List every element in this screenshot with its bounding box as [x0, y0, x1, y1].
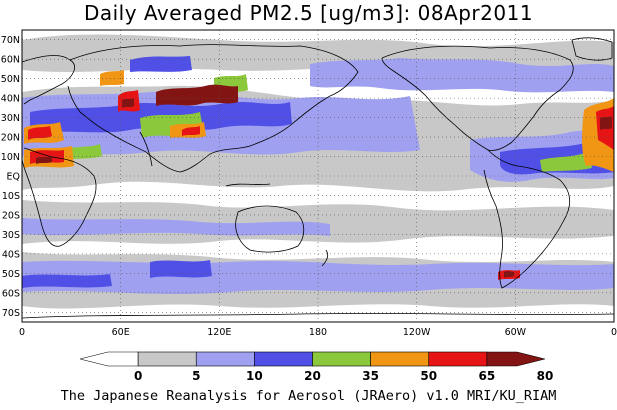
colorbar-swatch — [486, 351, 546, 367]
map-area — [21, 29, 615, 323]
colorbar-level-label: 0 — [134, 369, 142, 383]
latitude-axis: 70N 60N 50N 40N 30N 20N 10N EQ 10S 20S 30S 40S 50S 60… — [1, 35, 20, 319]
lon-tick-label: 60W — [505, 327, 527, 338]
lat-tick-label: EQ — [7, 172, 20, 183]
colorbar-swatch — [195, 351, 255, 367]
map-title: Daily Averaged PM2.5 [ug/m3]: 08Apr2011 — [83, 1, 534, 25]
graticule — [22, 30, 614, 322]
lat-tick-label: 30S — [2, 230, 20, 241]
lon-tick-label: 0 — [19, 327, 25, 338]
colorbar-level-label: 5 — [192, 369, 200, 383]
lon-tick-label: 60E — [112, 327, 130, 338]
lon-tick-label: 0 — [611, 327, 617, 338]
pm25-field — [22, 34, 614, 309]
lon-tick-label: 180 — [309, 327, 327, 338]
colorbar-swatch — [79, 351, 139, 367]
colorbar-level-label: 35 — [362, 369, 379, 383]
lat-tick-label: 20S — [2, 210, 20, 221]
lat-tick-label: 70S — [2, 308, 20, 319]
lat-tick-label: 40N — [1, 94, 20, 105]
lat-tick-label: 10N — [1, 152, 20, 163]
colorbar-swatch — [254, 351, 313, 367]
colorbar-level-label: 50 — [420, 369, 437, 383]
footer-credit: The Japanese Reanalysis for Aerosol (JRA… — [60, 388, 557, 404]
longitude-axis: 0 60E 120E 180 120W 60W 0 — [19, 327, 617, 338]
colorbar-level-label: 80 — [537, 369, 554, 383]
lon-tick-label: 120W — [403, 327, 431, 338]
map-frame — [21, 29, 615, 323]
lat-tick-label: 40S — [2, 249, 20, 260]
colorbar-level-label: 65 — [479, 369, 496, 383]
lat-tick-label: 10S — [2, 191, 20, 202]
lat-tick-label: 30N — [1, 113, 20, 124]
lat-tick-label: 70N — [1, 35, 20, 46]
colorbar-level-label: 20 — [304, 369, 321, 383]
colorbar-swatch — [312, 351, 371, 367]
colorbar-level-label: 10 — [246, 369, 263, 383]
colorbar-legend: 0 5 10 20 35 50 65 80 — [79, 351, 554, 383]
lat-tick-label: 50S — [2, 269, 20, 280]
lat-tick-label: 60N — [1, 55, 20, 66]
coastlines — [21, 37, 615, 319]
lat-tick-label: 20N — [1, 133, 20, 144]
colorbar-swatch — [137, 351, 197, 367]
colorbar-swatch — [428, 351, 488, 367]
lon-tick-label: 120E — [207, 327, 231, 338]
lat-tick-label: 50N — [1, 74, 20, 85]
colorbar-swatch — [370, 351, 430, 367]
lat-tick-label: 60S — [2, 288, 20, 299]
